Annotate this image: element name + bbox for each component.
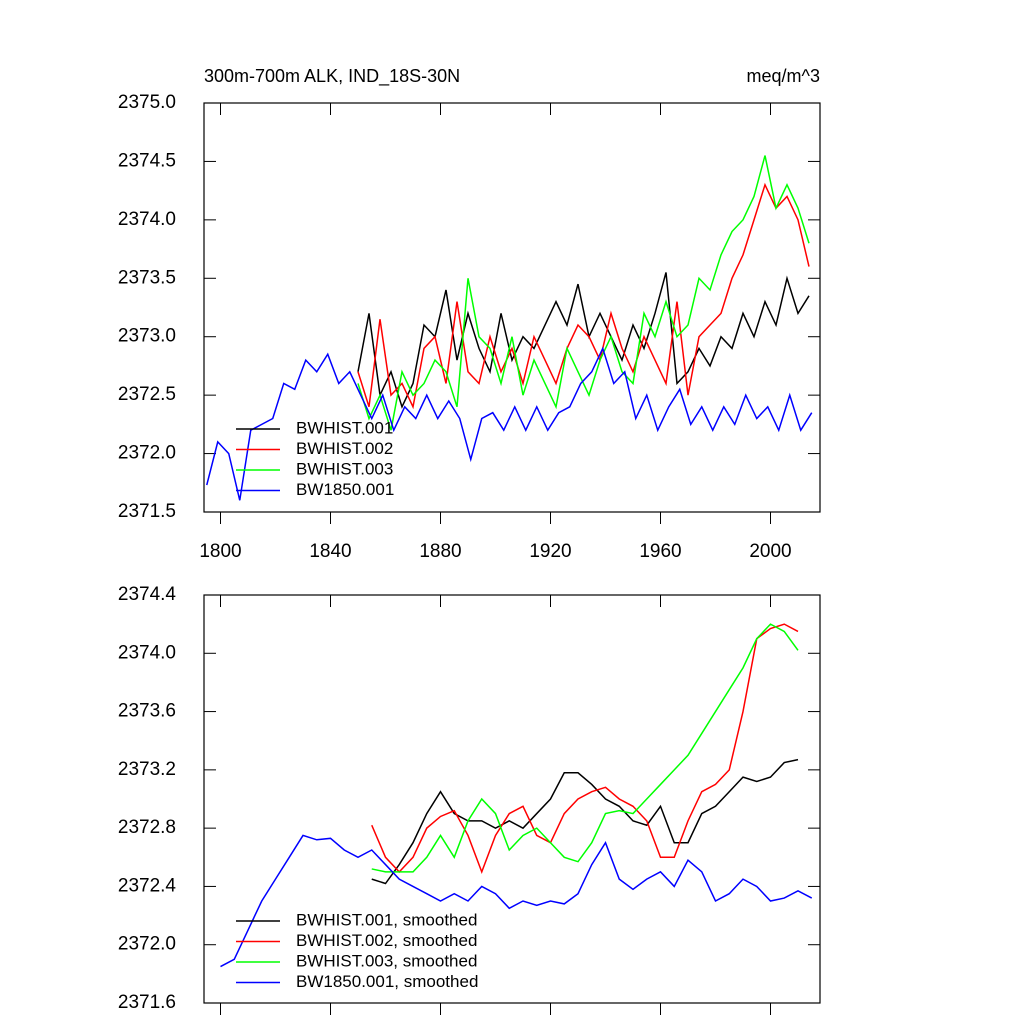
y-tick-label: 2373.2 <box>118 759 176 780</box>
legend-label: BW1850.001 <box>296 480 394 499</box>
legend-label: BWHIST.003, smoothed <box>296 951 477 970</box>
y-tick-label: 2371.6 <box>118 992 176 1013</box>
series-line <box>357 272 810 409</box>
y-tick-label: 2374.0 <box>118 209 176 230</box>
legend-label: BW1850.001, smoothed <box>296 972 478 991</box>
series-line <box>357 155 810 431</box>
plot-frame <box>203 102 821 513</box>
chart-title: 300m-700m ALK, IND_18S-30N <box>204 66 460 87</box>
series-line <box>371 623 799 874</box>
y-tick-label: 2374.0 <box>118 642 176 663</box>
x-tick-label: 1840 <box>309 541 351 562</box>
y-tick-label: 2374.4 <box>118 584 177 605</box>
units-label: meq/m^3 <box>747 66 820 86</box>
legend-label: BWHIST.002, smoothed <box>296 931 477 950</box>
legend-label: BWHIST.001, smoothed <box>296 910 477 929</box>
series-line <box>371 758 799 885</box>
legend-label: BWHIST.002 <box>296 439 393 458</box>
x-tick-label: 1880 <box>419 541 461 562</box>
panel: 300m-700m ALK, IND_18S-30N meq/m^3 2371.5 2… <box>118 66 821 562</box>
legend-label: BWHIST.003 <box>296 459 393 478</box>
y-tick-label: 2373.0 <box>118 326 176 347</box>
series-line <box>357 182 810 410</box>
series-line <box>220 834 813 968</box>
series-line <box>371 623 799 873</box>
y-tick-label: 2372.8 <box>118 817 176 838</box>
series-line <box>206 346 813 501</box>
y-tick-label: 2371.5 <box>118 501 176 522</box>
y-tick-label: 2373.6 <box>118 701 176 722</box>
y-tick-label: 2375.0 <box>118 92 176 113</box>
plot-frame <box>203 594 821 1004</box>
y-tick-label: 2374.5 <box>118 150 176 171</box>
panel: 2371.6 2372.0 2372.4 2372.8 2373.2 2373.6 2374… <box>118 584 821 1015</box>
y-tick-label: 2372.0 <box>118 443 176 464</box>
x-tick-label: 1800 <box>199 541 241 562</box>
y-tick-label: 2372.0 <box>118 934 176 955</box>
x-tick-label: 1920 <box>529 541 571 562</box>
y-tick-label: 2372.5 <box>118 384 176 405</box>
y-tick-label: 2372.4 <box>118 875 177 896</box>
x-tick-label: 1960 <box>639 541 681 562</box>
legend-label: BWHIST.001 <box>296 418 393 437</box>
x-tick-label: 2000 <box>749 541 791 562</box>
y-tick-label: 2373.5 <box>118 267 176 288</box>
